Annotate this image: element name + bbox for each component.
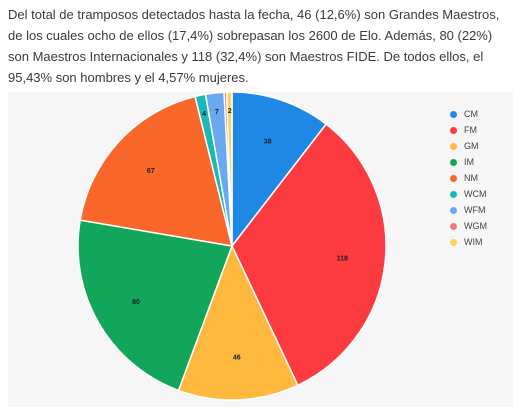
legend-item-wfm: WFM — [450, 202, 510, 218]
pie-slice-wim — [225, 92, 233, 247]
legend-label: WFM — [464, 205, 486, 215]
legend-item-cm: CM — [450, 106, 510, 122]
legend-swatch — [450, 126, 457, 134]
pie-slice-gm — [177, 244, 299, 401]
pie-chart-panel: 38 118 46 80 67 4 7 2 CM FM GM IM NM WCM WFM WGM WIM — [8, 92, 513, 407]
slice-label-wim: 2 — [228, 108, 232, 115]
legend-swatch — [450, 142, 457, 150]
slice-label-im: 80 — [132, 299, 140, 306]
legend-swatch — [450, 222, 457, 230]
legend-label: NM — [464, 173, 478, 183]
pie-slice-cm — [231, 92, 328, 249]
slice-label-nm: 67 — [147, 168, 155, 175]
legend-label: WGM — [464, 221, 487, 231]
legend-label: WCM — [464, 189, 487, 199]
legend-item-fm: FM — [450, 122, 510, 138]
legend-item-wgm: WGM — [450, 218, 510, 234]
legend-swatch — [450, 206, 457, 214]
legend-item-gm: GM — [450, 138, 510, 154]
pie-slice-nm — [79, 95, 234, 247]
legend-swatch — [450, 174, 457, 182]
legend-swatch — [450, 190, 457, 198]
legend-item-nm: NM — [450, 170, 510, 186]
pie-slice-fm — [231, 123, 387, 387]
legend-swatch — [450, 110, 457, 118]
legend-label: WIM — [464, 237, 483, 247]
slice-label-cm: 38 — [264, 139, 272, 146]
legend-item-wcm: WCM — [450, 186, 510, 202]
slice-label-wfm: 7 — [215, 109, 219, 116]
pie-chart: 38 118 46 80 67 4 7 2 — [77, 92, 387, 401]
pie-slice-im — [77, 219, 234, 392]
slice-label-wcm: 4 — [202, 111, 206, 118]
legend-label: IM — [464, 157, 474, 167]
slice-label-gm: 46 — [233, 354, 241, 361]
slice-label-fm: 118 — [337, 255, 348, 262]
legend-label: CM — [464, 109, 478, 119]
legend-swatch — [450, 238, 457, 246]
legend-swatch — [450, 158, 457, 166]
legend-item-wim: WIM — [450, 234, 510, 250]
legend-label: FM — [464, 125, 477, 135]
intro-paragraph: Del total de tramposos detectados hasta … — [8, 7, 500, 85]
legend-item-im: IM — [450, 154, 510, 170]
legend-label: GM — [464, 141, 479, 151]
chart-legend: CM FM GM IM NM WCM WFM WGM WIM — [450, 106, 510, 250]
